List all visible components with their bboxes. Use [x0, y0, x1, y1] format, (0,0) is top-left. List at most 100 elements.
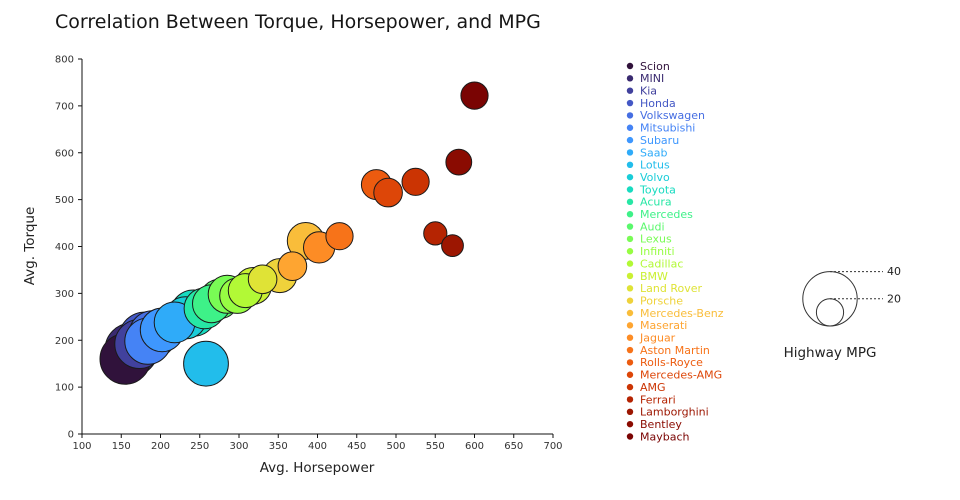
x-tick-label: 400: [308, 441, 327, 452]
legend-item-amg[interactable]: AMG: [626, 381, 666, 394]
legend-item-ferrari[interactable]: Ferrari: [626, 393, 676, 406]
legend-swatch-icon: [626, 198, 634, 206]
legend-item-bentley[interactable]: Bentley: [626, 418, 683, 431]
x-tick-label: 450: [347, 441, 366, 452]
legend-item-lamborghini[interactable]: Lamborghini: [626, 406, 709, 419]
legend-label: AMG: [640, 381, 666, 394]
legend-swatch-icon: [626, 272, 634, 280]
legend-item-honda[interactable]: Honda: [626, 97, 676, 110]
legend-item-land-rover[interactable]: Land Rover: [626, 282, 703, 295]
legend-label: Porsche: [640, 294, 683, 307]
x-tick-label: 250: [190, 441, 209, 452]
legend-item-rolls-royce[interactable]: Rolls-Royce: [626, 356, 703, 369]
legend-item-maybach[interactable]: Maybach: [626, 430, 690, 443]
size-legend-title: Highway MPG: [783, 345, 877, 361]
x-axis-title: Avg. Horsepower: [259, 460, 375, 476]
x-tick-label: 200: [151, 441, 170, 452]
legend-item-mercedes-amg[interactable]: Mercedes-AMG: [626, 369, 722, 382]
legend-swatch-icon: [626, 297, 634, 304]
legend-item-maserati[interactable]: Maserati: [626, 319, 688, 332]
brand-legend: ScionMINIKiaHondaVolkswagenMitsubishiSub…: [626, 60, 724, 443]
x-tick-label: 500: [386, 441, 405, 452]
legend-label: Maserati: [640, 319, 687, 332]
legend-item-toyota[interactable]: Toyota: [626, 183, 676, 196]
legend-label: Saab: [640, 146, 667, 159]
legend-item-lexus[interactable]: Lexus: [626, 233, 672, 246]
legend-label: Honda: [640, 97, 676, 110]
legend-item-mini[interactable]: MINI: [626, 72, 664, 85]
size-legend: 40 20: [802, 265, 901, 327]
legend-label: Mercedes-Benz: [640, 307, 724, 320]
legend-swatch-icon: [626, 396, 634, 403]
legend-item-mercedes-benz[interactable]: Mercedes-Benz: [626, 307, 724, 320]
bubble-maserati[interactable]: [277, 251, 308, 282]
y-tick-label: 0: [68, 430, 74, 441]
legend-swatch-icon: [626, 99, 634, 107]
x-tick-label: 350: [269, 441, 288, 452]
legend-swatch-icon: [626, 420, 634, 428]
chart-title: Correlation Between Torque, Horsepower, …: [55, 11, 541, 33]
x-tick-label: 550: [426, 441, 445, 452]
legend-swatch-icon: [626, 359, 634, 366]
legend-label: Cadillac: [640, 257, 683, 270]
legend-item-scion[interactable]: Scion: [626, 60, 670, 73]
bubble-ferrari[interactable]: [423, 221, 448, 246]
legend-label: Subaru: [640, 134, 679, 147]
legend-item-kia[interactable]: Kia: [626, 85, 657, 98]
legend-item-audi[interactable]: Audi: [626, 220, 665, 233]
bubble-amg[interactable]: [401, 167, 430, 196]
legend-item-porsche[interactable]: Porsche: [626, 294, 683, 307]
bubble-lamborghini[interactable]: [441, 234, 464, 258]
bubble-maybach[interactable]: [460, 81, 489, 110]
legend-swatch-icon: [626, 223, 634, 230]
bubble-lotus[interactable]: [183, 340, 229, 387]
legend-swatch-icon: [626, 173, 634, 181]
legend-swatch-icon: [626, 149, 634, 156]
bubbles: [99, 81, 489, 387]
legend-label: Volvo: [640, 171, 670, 184]
legend-label: Lotus: [640, 159, 670, 172]
legend-swatch-icon: [626, 124, 634, 131]
bubble-land-rover[interactable]: [247, 264, 278, 295]
size-legend-value: 20: [887, 292, 901, 305]
legend-swatch-icon: [626, 383, 634, 391]
legend-swatch-icon: [626, 112, 634, 119]
legend-label: Mercedes-AMG: [640, 369, 722, 382]
legend-item-mercedes[interactable]: Mercedes: [626, 208, 693, 221]
legend-label: Volkswagen: [640, 109, 705, 122]
legend-label: Land Rover: [640, 282, 702, 295]
legend-item-jaguar[interactable]: Jaguar: [626, 332, 676, 345]
legend-swatch-icon: [626, 309, 634, 317]
y-tick-label: 100: [55, 383, 74, 394]
legend-label: Mitsubishi: [640, 122, 695, 135]
legend-swatch-icon: [626, 322, 634, 329]
bubble-mercedes-amg[interactable]: [373, 177, 403, 208]
legend-item-infiniti[interactable]: Infiniti: [626, 245, 675, 258]
legend-label: Infiniti: [640, 245, 675, 258]
legend-label: Rolls-Royce: [640, 356, 703, 369]
legend-item-bmw[interactable]: BMW: [626, 270, 668, 283]
legend-item-subaru[interactable]: Subaru: [626, 134, 679, 147]
bubble-aston-martin[interactable]: [325, 222, 354, 251]
legend-item-volvo[interactable]: Volvo: [626, 171, 670, 184]
legend-label: Toyota: [639, 183, 676, 196]
x-tick-label: 650: [504, 441, 523, 452]
legend-item-cadillac[interactable]: Cadillac: [626, 257, 684, 270]
legend-item-acura[interactable]: Acura: [626, 196, 672, 209]
legend-swatch-icon: [626, 408, 634, 415]
legend-item-aston-martin[interactable]: Aston Martin: [626, 344, 710, 357]
y-tick-label: 800: [55, 55, 74, 66]
legend-item-saab[interactable]: Saab: [626, 146, 668, 159]
legend-swatch-icon: [626, 136, 634, 144]
legend-label: Ferrari: [640, 393, 676, 406]
legend-swatch-icon: [626, 334, 634, 341]
legend-item-volkswagen[interactable]: Volkswagen: [626, 109, 705, 122]
bubble-bentley[interactable]: [445, 148, 473, 176]
legend-item-lotus[interactable]: Lotus: [626, 159, 670, 172]
legend-item-mitsubishi[interactable]: Mitsubishi: [626, 122, 696, 135]
legend-label: Mercedes: [640, 208, 693, 221]
y-tick-label: 700: [55, 101, 74, 112]
legend-label: Kia: [640, 85, 657, 98]
size-legend-circle: [815, 298, 845, 327]
